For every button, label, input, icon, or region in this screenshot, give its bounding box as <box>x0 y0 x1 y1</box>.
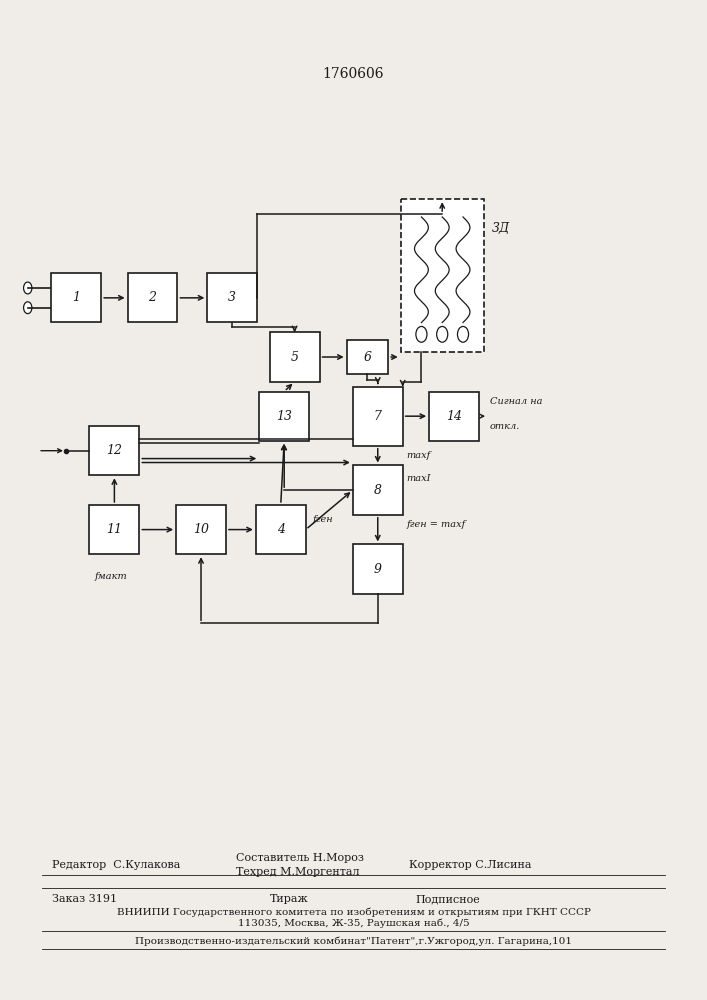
FancyBboxPatch shape <box>346 340 388 374</box>
Text: fген: fген <box>312 515 333 524</box>
Text: Техред М.Моргентал: Техред М.Моргентал <box>235 867 359 877</box>
Text: fмакт: fмакт <box>95 572 127 581</box>
Text: 7: 7 <box>374 410 382 423</box>
Circle shape <box>23 282 32 294</box>
Text: 5: 5 <box>291 351 298 364</box>
Circle shape <box>457 326 469 342</box>
Text: 12: 12 <box>106 444 122 457</box>
FancyBboxPatch shape <box>259 392 309 441</box>
Text: Подписное: Подписное <box>416 894 481 904</box>
FancyBboxPatch shape <box>89 426 139 475</box>
Text: 14: 14 <box>446 410 462 423</box>
Text: 1760606: 1760606 <box>323 67 384 81</box>
Text: Составитель Н.Мороз: Составитель Н.Мороз <box>235 853 363 863</box>
Text: fген = maxf: fген = maxf <box>407 520 465 529</box>
Text: 10: 10 <box>193 523 209 536</box>
Text: 2: 2 <box>148 291 156 304</box>
Circle shape <box>416 326 427 342</box>
Text: Заказ 3191: Заказ 3191 <box>52 894 117 904</box>
FancyBboxPatch shape <box>256 505 305 554</box>
FancyBboxPatch shape <box>353 465 403 515</box>
Text: 6: 6 <box>363 351 371 364</box>
FancyBboxPatch shape <box>353 387 403 446</box>
Text: Редактор  С.Кулакова: Редактор С.Кулакова <box>52 860 180 870</box>
Text: Производственно-издательский комбинат"Патент",г.Ужгород,ул. Гагарина,101: Производственно-издательский комбинат"Па… <box>135 936 572 946</box>
Text: 11: 11 <box>106 523 122 536</box>
FancyBboxPatch shape <box>429 392 479 441</box>
Text: maxI: maxI <box>407 474 431 483</box>
Text: 1: 1 <box>72 291 81 304</box>
Text: 9: 9 <box>374 563 382 576</box>
Text: 13: 13 <box>276 410 292 423</box>
Circle shape <box>23 302 32 314</box>
FancyBboxPatch shape <box>207 273 257 322</box>
FancyBboxPatch shape <box>401 199 484 352</box>
Text: 113035, Москва, Ж-35, Раушская наб., 4/5: 113035, Москва, Ж-35, Раушская наб., 4/5 <box>238 918 469 928</box>
Text: Корректор С.Лисина: Корректор С.Лисина <box>409 860 532 870</box>
Text: maxf: maxf <box>407 451 431 460</box>
FancyBboxPatch shape <box>269 332 320 382</box>
FancyBboxPatch shape <box>353 544 403 594</box>
FancyBboxPatch shape <box>89 505 139 554</box>
Text: ВНИИПИ Государственного комитета по изобретениям и открытиям при ГКНТ СССР: ВНИИПИ Государственного комитета по изоб… <box>117 907 590 917</box>
FancyBboxPatch shape <box>52 273 101 322</box>
FancyBboxPatch shape <box>127 273 177 322</box>
Text: 3Д: 3Д <box>492 222 510 235</box>
FancyBboxPatch shape <box>176 505 226 554</box>
Text: откл.: откл. <box>490 422 520 431</box>
Circle shape <box>437 326 448 342</box>
Text: Сигнал на: Сигнал на <box>490 397 542 406</box>
Text: 3: 3 <box>228 291 236 304</box>
Text: 8: 8 <box>374 484 382 497</box>
Text: 4: 4 <box>276 523 285 536</box>
Text: Тираж: Тираж <box>270 894 309 904</box>
